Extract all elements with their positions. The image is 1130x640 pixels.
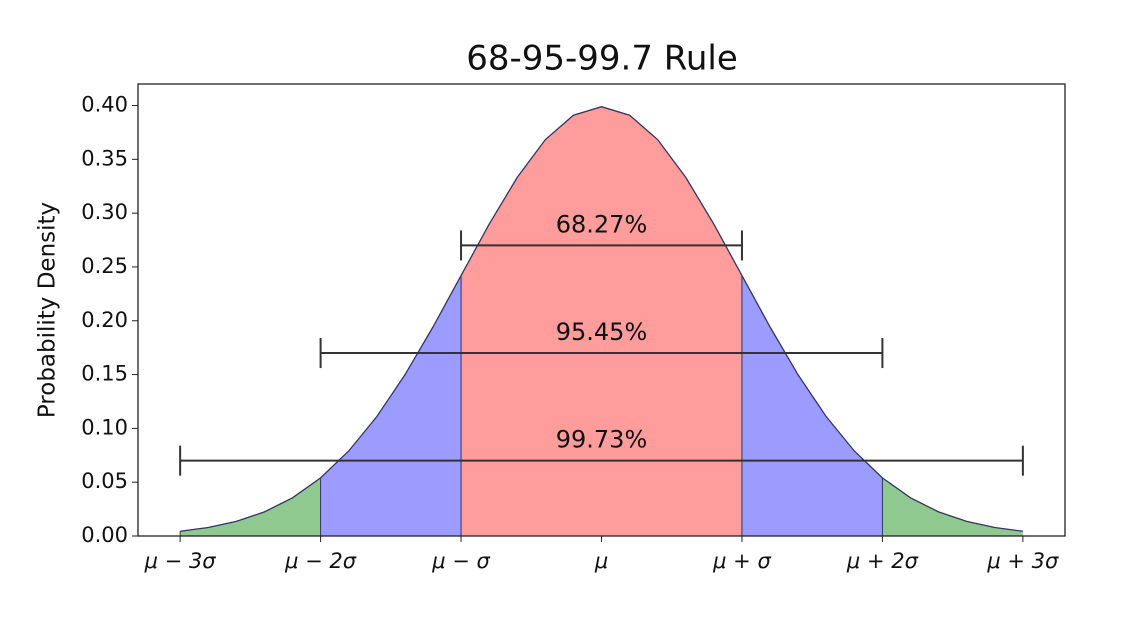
- y-tick-label: 0.40: [81, 93, 128, 117]
- region: [882, 477, 1023, 536]
- region: [741, 275, 883, 536]
- interval-label: 95.45%: [556, 318, 648, 346]
- x-tick-label: μ + 3σ: [986, 549, 1059, 573]
- y-tick-label: 0.10: [81, 415, 128, 439]
- y-tick-label: 0.00: [81, 523, 128, 547]
- x-tick-label: μ + 2σ: [846, 549, 919, 573]
- x-tick-label: μ: [594, 549, 608, 573]
- x-tick-label: μ − 3σ: [144, 549, 217, 573]
- x-tick-label: μ − 2σ: [284, 549, 357, 573]
- region: [320, 275, 462, 536]
- y-tick-label: 0.05: [81, 469, 128, 493]
- y-axis-label: Probability Density: [35, 202, 61, 418]
- y-tick-label: 0.30: [81, 200, 128, 224]
- chart-title: 68-95-99.7 Rule: [466, 39, 738, 79]
- y-tick-label: 0.35: [81, 146, 128, 170]
- x-tick-label: μ − σ: [431, 549, 490, 573]
- y-tick-label: 0.20: [81, 308, 128, 332]
- y-tick-label: 0.15: [81, 362, 128, 386]
- interval-label: 99.73%: [556, 426, 648, 454]
- density-curve: [180, 106, 1023, 532]
- y-tick-label: 0.25: [81, 254, 128, 278]
- region: [461, 106, 742, 537]
- region: [180, 477, 321, 536]
- interval-label: 68.27%: [556, 210, 648, 238]
- x-tick-label: μ + σ: [712, 549, 771, 573]
